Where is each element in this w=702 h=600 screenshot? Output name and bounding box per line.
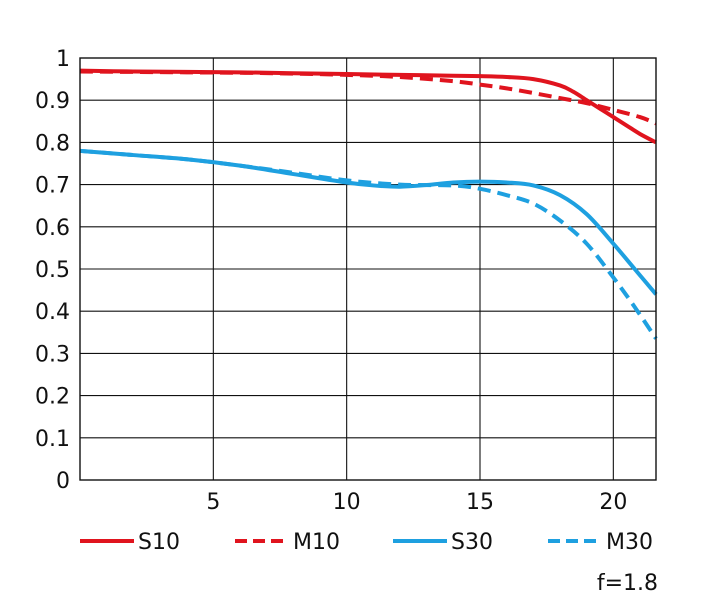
y-tick-label: 0.4 [35, 300, 70, 325]
y-tick-label: 0.1 [35, 427, 70, 452]
x-tick-label: 20 [599, 490, 627, 515]
series-line-m10 [79, 69, 657, 126]
legend-label-s30: S30 [451, 530, 493, 555]
series-line-s10 [79, 68, 657, 145]
aperture-annotation: f=1.8 [597, 571, 658, 596]
plot-frame [79, 57, 657, 481]
y-tick-label: 0.7 [35, 174, 70, 199]
legend-label-m10: M10 [293, 530, 340, 555]
y-tick-label: 0.5 [35, 258, 70, 283]
legend-label-m30: M30 [606, 530, 653, 555]
y-tick-label: 1 [56, 47, 70, 72]
y-tick-label: 0.8 [35, 131, 70, 156]
x-tick-labels: 5 10 15 20 [206, 490, 627, 515]
legend: S10 M10 S30 M30 [80, 530, 653, 555]
y-tick-label: 0.2 [35, 385, 70, 410]
x-tick-label: 10 [333, 490, 361, 515]
legend-label-s10: S10 [138, 530, 180, 555]
y-tick-label: 0.9 [35, 89, 70, 114]
grid [80, 57, 656, 481]
y-tick-labels: 0 0.1 0.2 0.3 0.4 0.5 0.6 0.7 0.8 0.9 1 [35, 47, 70, 494]
y-tick-label: 0 [56, 469, 70, 494]
series-line-s30 [79, 148, 658, 296]
series-lines [79, 68, 658, 340]
series-line-m30 [79, 148, 658, 340]
y-tick-label: 0.3 [35, 342, 70, 367]
x-tick-label: 5 [206, 490, 220, 515]
y-tick-label: 0.6 [35, 216, 70, 241]
x-tick-label: 15 [466, 490, 494, 515]
